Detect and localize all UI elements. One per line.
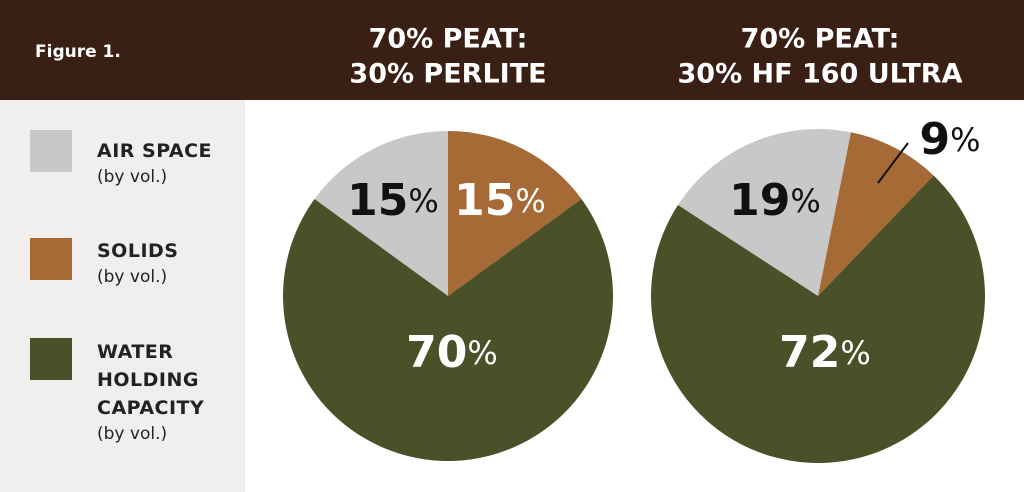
legend-swatch — [30, 130, 72, 172]
legend-item: AIR SPACE (by vol.) — [97, 137, 227, 189]
pie-title: 30% PERLITE — [349, 59, 546, 90]
value-label: 15% — [454, 175, 546, 226]
legend-label: AIR SPACE — [97, 140, 213, 162]
figure-label: Figure 1. — [35, 42, 121, 62]
header-bar — [0, 0, 1024, 100]
leader-line — [877, 142, 909, 184]
pie-slice — [282, 199, 613, 462]
value-label: 72% — [779, 327, 871, 378]
value-label: 70% — [406, 327, 498, 378]
legend-item: SOLIDS (by vol.) — [97, 237, 227, 289]
value-label: 19% — [729, 175, 821, 226]
legend-note: (by vol.) — [97, 167, 168, 187]
value-label: 15% — [347, 175, 439, 226]
legend-label: WATER HOLDING CAPACITY — [97, 341, 205, 419]
legend-item: WATER HOLDING CAPACITY (by vol.) — [97, 338, 227, 446]
legend-note: (by vol.) — [97, 424, 168, 444]
value-label: 9% — [919, 114, 980, 165]
legend-swatch — [30, 338, 72, 380]
pie-title: 30% HF 160 ULTRA — [678, 59, 963, 90]
pie-slice — [448, 131, 582, 296]
pie-slice — [650, 175, 986, 463]
pie-slice — [818, 132, 934, 296]
pie-slice — [677, 129, 852, 296]
pie-slice — [314, 131, 448, 296]
legend-label: SOLIDS — [97, 240, 179, 262]
pie-title: 70% PEAT: — [369, 24, 528, 55]
legend-note: (by vol.) — [97, 267, 168, 287]
legend-swatch — [30, 238, 72, 280]
pie-title: 70% PEAT: — [741, 24, 900, 55]
